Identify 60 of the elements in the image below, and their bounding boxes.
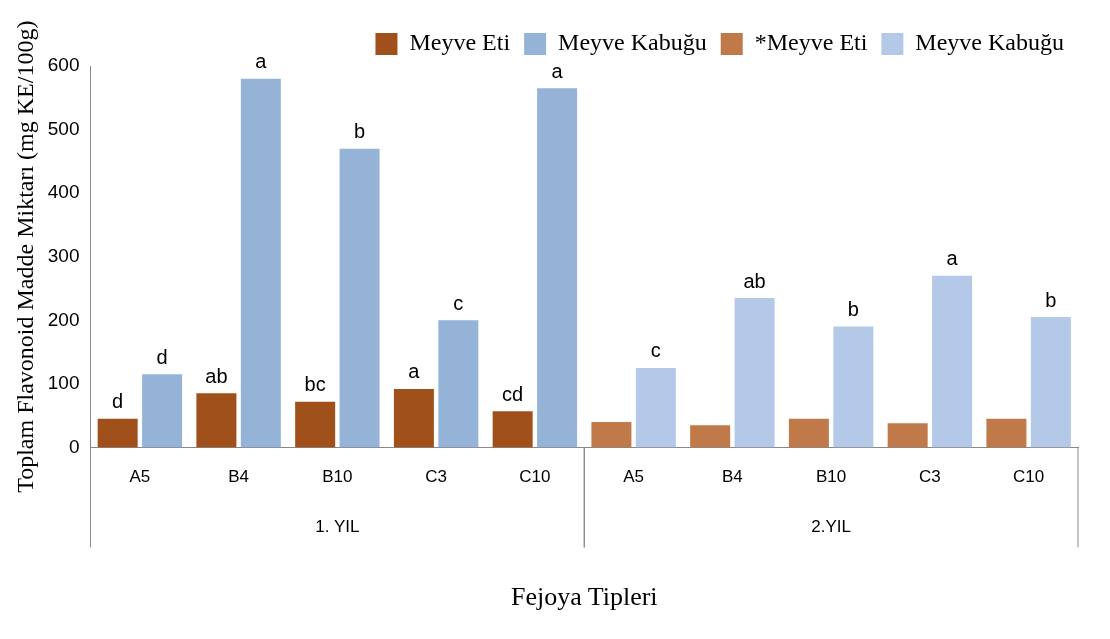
data-label: cd <box>502 382 524 405</box>
y-tick-label: 300 <box>47 244 80 266</box>
bar <box>1030 317 1071 448</box>
bar <box>393 388 434 448</box>
bar <box>97 418 138 448</box>
x-axis-title: Fejoya Tipleri <box>510 582 658 612</box>
data-label: b <box>847 298 859 321</box>
bar <box>295 401 336 448</box>
y-axis-title: Toplam Flavonoid Madde Miktarı (mg KE/100g) <box>11 20 38 493</box>
bar <box>492 411 533 448</box>
x-tick-label: C10 <box>1013 467 1045 487</box>
x-tick-label: C10 <box>519 467 551 487</box>
data-label: a <box>408 360 421 383</box>
y-tick-label: 200 <box>47 308 80 330</box>
bar <box>438 320 479 448</box>
data-label: b <box>1045 288 1057 311</box>
bar <box>537 88 578 448</box>
x-tick-label: A5 <box>623 467 645 487</box>
legend-label: Meyve Kabuğu <box>558 29 707 56</box>
bar <box>339 148 380 448</box>
text: 2.YIL <box>811 517 851 537</box>
x-tick-label: A5 <box>129 467 151 487</box>
data-label: ab <box>743 269 766 292</box>
x-tick-label: C3 <box>425 467 447 487</box>
bar <box>833 326 874 448</box>
bar <box>734 298 775 448</box>
x-tick-label: B10 <box>322 467 353 487</box>
bar <box>986 418 1027 448</box>
data-label: ab <box>205 364 228 387</box>
x-tick-label: B10 <box>816 467 847 487</box>
bar <box>932 275 973 448</box>
bar <box>591 421 632 448</box>
y-tick-label: 100 <box>47 372 80 394</box>
bar <box>240 78 281 448</box>
bar <box>690 425 731 448</box>
data-label: bc <box>304 373 326 396</box>
x-tick-label: B4 <box>228 467 250 487</box>
bar <box>142 374 183 448</box>
data-label: a <box>946 247 959 270</box>
bar <box>887 423 928 448</box>
y-tick-label: 500 <box>47 117 80 139</box>
bar <box>788 418 829 448</box>
data-label: d <box>112 390 124 413</box>
x-tick-label: C3 <box>919 467 941 487</box>
bar <box>635 367 676 448</box>
legend-label: Meyve Kabuğu <box>915 29 1065 56</box>
bar <box>196 393 237 448</box>
x-tick-label: B4 <box>721 467 743 487</box>
y-tick-label: 600 <box>47 54 80 76</box>
text: 1. YIL <box>315 517 360 537</box>
data-label: b <box>354 120 366 143</box>
data-label: a <box>551 59 564 82</box>
data-label: c <box>453 291 464 314</box>
data-label: a <box>255 50 268 73</box>
y-tick-label: 0 <box>68 435 80 457</box>
legend-label: Meyve Eti <box>409 29 511 56</box>
data-label: c <box>650 339 661 362</box>
data-label: d <box>156 345 168 368</box>
legend-label: *Meyve Eti <box>754 29 868 56</box>
y-tick-label: 400 <box>47 181 80 203</box>
